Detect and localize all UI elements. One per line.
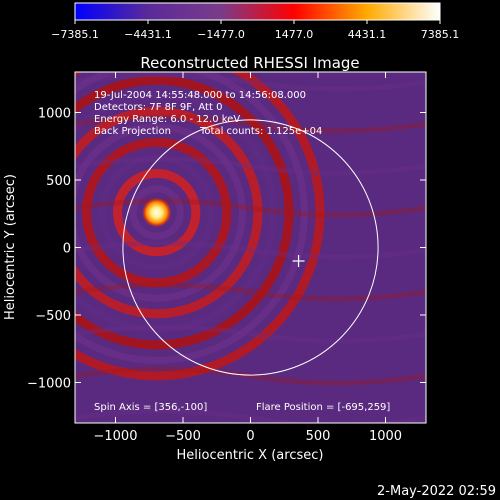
- heat-ripple: [75, 240, 426, 260]
- heat-ring: [75, 123, 246, 302]
- heat-ripple: [75, 72, 426, 92]
- heat-ring: [75, 72, 308, 364]
- y-tick-label: −500: [35, 309, 71, 324]
- heat-ripple: [75, 366, 426, 386]
- colorbar-tick-label: 1477.0: [275, 28, 314, 41]
- x-axis-label: Heliocentric X (arcsec): [177, 448, 324, 463]
- x-tick-label: −1000: [94, 429, 138, 444]
- y-tick-label: 500: [46, 174, 71, 189]
- heat-ring: [75, 72, 325, 381]
- chart-title: Reconstructed RHESSI Image: [140, 54, 359, 72]
- x-tick-label: 1000: [369, 429, 402, 444]
- colorbar-tick-label: −7385.1: [51, 28, 99, 41]
- flare-source: [141, 197, 172, 228]
- flare-position-label: Flare Position = [-695,259]: [256, 402, 390, 413]
- x-tick-label: −500: [165, 429, 201, 444]
- heat-ring: [98, 154, 215, 271]
- colorbar: [74, 2, 441, 21]
- heat-ripple: [75, 324, 426, 344]
- y-tick-label: −1000: [27, 377, 71, 392]
- spin-axis-marker: [292, 255, 305, 267]
- heat-ring: [75, 92, 277, 333]
- annotation-block: 19-Jul-2004 14:55:48.000 to 14:56:08.000…: [94, 90, 322, 137]
- heat-ring: [129, 185, 184, 240]
- heat-ring: [113, 168, 201, 257]
- heatmap: [75, 72, 426, 423]
- heat-ripple: [75, 114, 426, 134]
- colorbar-tick-label: 4431.1: [348, 28, 387, 41]
- y-axis: −1000 −500 0 500 1000: [27, 107, 426, 392]
- colorbar-ticks: −7385.1 −4431.1 −1477.0 1477.0 4431.1 7385.1: [51, 20, 459, 41]
- x-axis: −1000 −500 0 500 1000: [94, 72, 402, 444]
- heat-ring: [75, 106, 263, 319]
- annotation-detectors: Detectors: 7F 8F 9F, Att 0: [94, 102, 222, 113]
- annotation-energy-range: Energy Range: 6.0 - 12.0 keV: [94, 114, 240, 125]
- y-tick-label: 0: [63, 242, 71, 257]
- annotation-method: Back Projection: [94, 126, 171, 137]
- footer-timestamp: 2-May-2022 02:59: [377, 484, 496, 499]
- colorbar-tick-label: 7385.1: [421, 28, 460, 41]
- annotation-total-counts: Total counts: 1.125e+04: [199, 126, 322, 137]
- y-tick-label: 1000: [38, 107, 71, 122]
- heat-ripple: [75, 282, 426, 302]
- x-tick-label: 0: [246, 429, 254, 444]
- heat-ring: [75, 75, 294, 350]
- solar-disk-circle: [122, 119, 379, 376]
- heat-ripple: [75, 156, 426, 176]
- heat-ripple: [75, 198, 426, 218]
- spin-axis-label: Spin Axis = [356,-100]: [94, 402, 207, 413]
- annotation-time-range: 19-Jul-2004 14:55:48.000 to 14:56:08.000: [94, 90, 306, 101]
- y-axis-label: Heliocentric Y (arcsec): [3, 174, 18, 320]
- heat-ring: [81, 137, 232, 288]
- x-tick-label: 500: [306, 429, 331, 444]
- colorbar-tick-label: −4431.1: [124, 28, 172, 41]
- heat-ring: [75, 72, 339, 395]
- colorbar-tick-label: −1477.0: [197, 28, 245, 41]
